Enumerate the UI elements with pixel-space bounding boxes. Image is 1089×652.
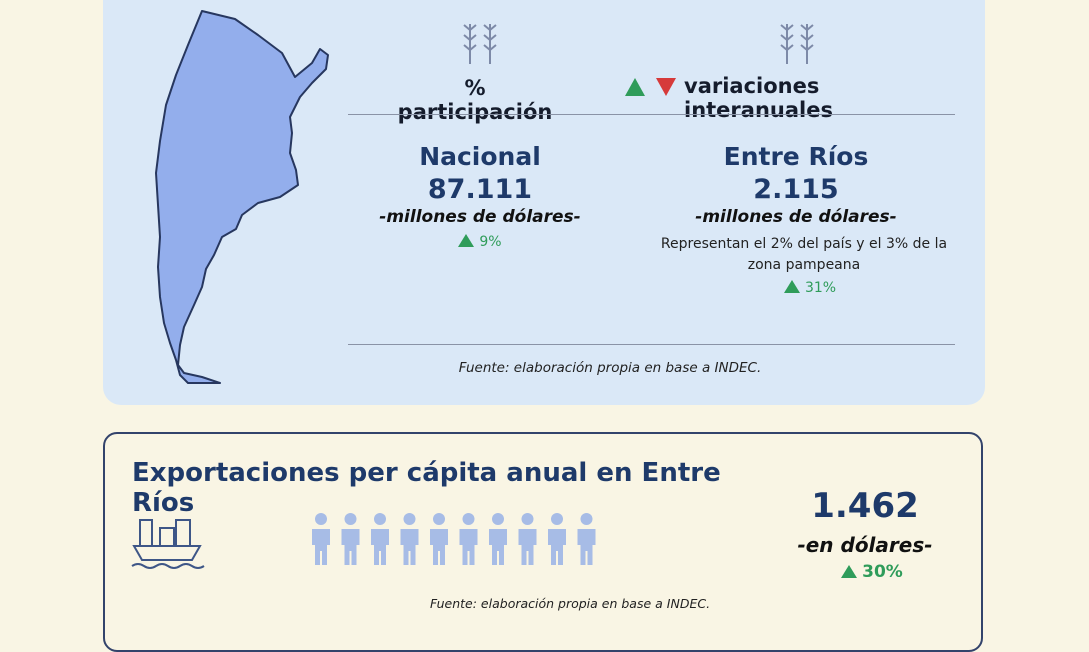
person-icon [371, 513, 389, 565]
national-amount: 87.111 [427, 174, 533, 205]
per-capita-change-value: 30% [862, 562, 903, 582]
national-unit: -millones de dólares- [379, 207, 581, 227]
person-icon [548, 513, 566, 565]
wheat-icon [780, 24, 814, 64]
map-shape [155, 10, 329, 384]
person-icon [400, 513, 419, 565]
page: % participación variaciones interanuales… [103, 0, 985, 652]
per-capita-card [103, 432, 983, 652]
up-arrow [783, 280, 800, 293]
per-capita-title: Exportaciones per cápita anual en Entre … [132, 458, 721, 518]
province-note: Representan el 2% del país y el 3% de la… [660, 236, 948, 273]
divider [348, 114, 955, 115]
up-arrow [458, 234, 475, 247]
ship-icon [131, 519, 205, 569]
share-header: % participación [397, 76, 553, 124]
person-icon [489, 513, 507, 565]
divider [348, 344, 955, 345]
people-icons [312, 513, 596, 565]
province-change: 31% [750, 280, 870, 296]
person-icon [430, 513, 448, 565]
per-capita-unit: -en dólares- [797, 533, 933, 557]
province-unit: -millones de dólares- [695, 207, 897, 227]
person-icon [312, 513, 330, 565]
national-title: Nacional [419, 142, 541, 171]
source: Fuente: elaboración propia en base a IND… [458, 360, 762, 376]
province-change-value: 31% [804, 280, 837, 296]
argentina-map [155, 10, 329, 384]
person-icon [459, 513, 478, 565]
per-capita-amount: 1.462 [811, 486, 919, 526]
variation-arrows [625, 78, 676, 96]
national-change-value: 9% [479, 234, 502, 250]
national-change: 9% [420, 234, 540, 250]
per-capita-source: Fuente: elaboración propia en base a IND… [429, 596, 711, 611]
variation-header: variaciones interanuales [684, 74, 833, 122]
province-title: Entre Ríos [723, 142, 869, 171]
up-arrow [841, 565, 858, 578]
wheat-icon [463, 24, 497, 64]
person-icon [577, 513, 596, 565]
person-icon [518, 513, 537, 565]
province-amount: 2.115 [753, 174, 839, 205]
per-capita-change: 30% [812, 562, 932, 582]
person-icon [341, 513, 360, 565]
